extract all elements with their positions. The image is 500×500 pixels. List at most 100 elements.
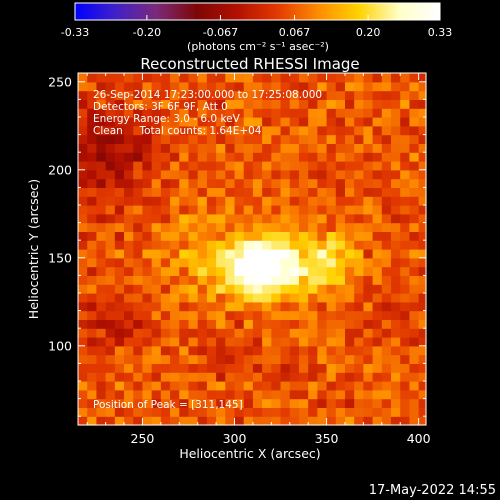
heatmap-cell xyxy=(372,161,383,171)
heatmap-cell xyxy=(188,240,199,250)
heatmap-cell xyxy=(354,152,364,162)
heatmap-cell xyxy=(381,143,392,153)
heatmap-cell xyxy=(354,310,364,320)
heatmap-cell xyxy=(289,345,300,356)
heatmap-cell xyxy=(271,169,282,180)
heatmap-cell xyxy=(225,319,236,329)
heatmap-cell xyxy=(216,293,226,303)
heatmap-cell xyxy=(133,337,144,347)
heatmap-cell xyxy=(225,187,236,197)
heatmap-cell xyxy=(170,178,180,188)
heatmap-cell xyxy=(326,161,337,171)
heatmap-cell xyxy=(381,301,392,312)
heatmap-cell xyxy=(225,257,236,268)
heatmap-cell xyxy=(206,337,217,347)
heatmap-cell xyxy=(133,240,144,250)
heatmap-cell xyxy=(326,90,337,100)
heatmap-cell xyxy=(206,354,217,364)
heatmap-cell xyxy=(160,213,171,224)
heatmap-cell xyxy=(372,372,383,382)
heatmap-cell xyxy=(87,266,98,276)
heatmap-cell xyxy=(170,363,180,373)
heatmap-cell xyxy=(344,143,355,153)
heatmap-cell xyxy=(344,73,355,83)
heatmap-cell xyxy=(271,187,282,197)
heatmap-cell xyxy=(317,81,328,92)
heatmap-cell xyxy=(335,372,346,382)
heatmap-cell xyxy=(243,249,254,259)
heatmap-cell xyxy=(170,213,180,224)
heatmap-cell xyxy=(298,178,309,188)
heatmap-cell xyxy=(335,143,346,153)
heatmap-cell xyxy=(252,284,263,294)
heatmap-cell xyxy=(225,134,236,144)
heatmap-cell xyxy=(317,319,328,329)
heatmap-cell xyxy=(114,372,125,382)
heatmap-cell xyxy=(252,196,263,206)
heatmap-cell xyxy=(216,257,226,268)
heatmap-cell xyxy=(271,389,282,400)
heatmap-cell xyxy=(206,196,217,206)
heatmap-cell xyxy=(262,169,272,180)
heatmap-cell xyxy=(188,275,199,285)
heatmap-cell xyxy=(234,257,245,268)
heatmap-cell xyxy=(96,354,107,364)
heatmap-cell xyxy=(391,381,401,391)
heatmap-cell xyxy=(197,293,208,303)
heatmap-cell xyxy=(216,310,226,320)
colorbar-gradient xyxy=(74,2,441,21)
heatmap-cell xyxy=(344,117,355,127)
heatmap-cell xyxy=(289,249,300,259)
heatmap-cell xyxy=(243,125,254,136)
heatmap-cell xyxy=(335,90,346,100)
heatmap-cell xyxy=(243,381,254,391)
heatmap-cell xyxy=(344,134,355,144)
heatmap-cell xyxy=(151,161,162,171)
heatmap-cell xyxy=(317,363,328,373)
heatmap-cell xyxy=(170,90,180,100)
heatmap-cell xyxy=(179,205,190,215)
heatmap-cell xyxy=(317,275,328,285)
heatmap-cell xyxy=(78,231,88,241)
heatmap-cell xyxy=(400,284,411,294)
heatmap-cell xyxy=(344,293,355,303)
heatmap-cell xyxy=(317,389,328,400)
heatmap-cell xyxy=(216,117,226,127)
heatmap-cell xyxy=(170,257,180,268)
heatmap-cell xyxy=(179,108,190,118)
heatmap-cell xyxy=(170,275,180,285)
heatmap-cell xyxy=(252,275,263,285)
heatmap-cell xyxy=(114,205,125,215)
heatmap-cell xyxy=(105,143,116,153)
heatmap-cell xyxy=(133,363,144,373)
heatmap-cell xyxy=(354,319,364,329)
heatmap-cell xyxy=(225,222,236,232)
heatmap-cell xyxy=(391,213,401,224)
heatmap-cell xyxy=(160,125,171,136)
heatmap-cell xyxy=(418,117,427,127)
heatmap-cell xyxy=(160,275,171,285)
heatmap-cell xyxy=(400,134,411,144)
heatmap-cell xyxy=(225,161,236,171)
heatmap-cell xyxy=(289,319,300,329)
heatmap-cell xyxy=(400,319,411,329)
heatmap-cell xyxy=(78,301,88,312)
heatmap-cell xyxy=(188,284,199,294)
heatmap-cell xyxy=(225,266,236,276)
heatmap-cell xyxy=(124,293,134,303)
heatmap-cell xyxy=(179,134,190,144)
heatmap-cell xyxy=(363,389,374,400)
heatmap-cell xyxy=(418,372,427,382)
heatmap-cell xyxy=(298,187,309,197)
heatmap-cell xyxy=(252,257,263,268)
heatmap-cell xyxy=(114,398,125,408)
heatmap-cell xyxy=(243,231,254,241)
heatmap-cell xyxy=(243,108,254,118)
heatmap-cell xyxy=(124,196,134,206)
heatmap-cell xyxy=(271,266,282,276)
heatmap-cell xyxy=(354,407,364,417)
heatmap-cell xyxy=(409,125,420,136)
heatmap-cell xyxy=(170,108,180,118)
heatmap-cell xyxy=(151,372,162,382)
heatmap-cell xyxy=(363,205,374,215)
